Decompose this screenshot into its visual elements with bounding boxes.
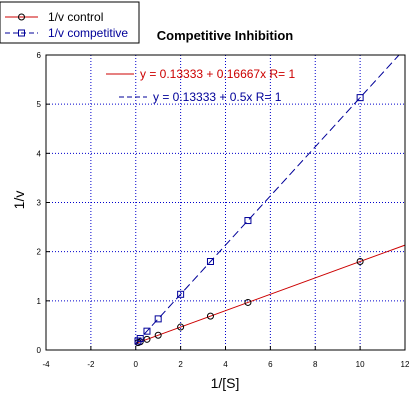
x-tick-label: 0: [134, 360, 139, 369]
equation-control: y = 0.13333 + 0.16667x R= 1: [140, 67, 295, 81]
x-tick-label: -4: [42, 360, 50, 369]
data-point-series-1: [143, 327, 151, 335]
x-tick-label: 2: [178, 360, 183, 369]
equation-annotations: y = 0.13333 + 0.16667x R= 1 y = 0.13333 …: [106, 67, 295, 104]
data-point-series-1: [136, 335, 144, 343]
y-tick-label: 1: [37, 297, 42, 306]
legend-label-control: 1/v control: [48, 10, 103, 24]
data-point-series-1: [356, 94, 364, 102]
data-point-series-0: [154, 331, 162, 339]
data-point-series-1: [244, 217, 252, 225]
legend: 1/v control 1/v competitive: [0, 1, 140, 44]
data-point-series-1: [177, 290, 185, 298]
data-point-series-0: [143, 335, 151, 343]
legend-label-competitive: 1/v competitive: [48, 26, 128, 40]
y-tick-label: 2: [37, 248, 42, 257]
x-tick-labels: -4 -2 0 2 4 6 8 10 12: [42, 360, 410, 369]
x-axis-label: 1/[S]: [211, 375, 240, 391]
data-point-series-1: [134, 337, 142, 345]
data-point-series-0: [206, 312, 214, 320]
data-point-series-0: [177, 323, 185, 331]
x-tick-label: 8: [313, 360, 318, 369]
y-axis-label: 1/v: [11, 191, 27, 210]
y-tick-label: 6: [37, 51, 42, 60]
data-points: [134, 94, 364, 347]
grid: [45, 54, 406, 351]
legend-marker-control: [18, 13, 25, 21]
x-tick-label: 12: [401, 360, 410, 369]
y-tick-labels: 0 1 2 3 4 5 6: [37, 51, 42, 355]
y-tick-label: 0: [37, 346, 42, 355]
chart-title: Competitive Inhibition: [157, 28, 294, 43]
data-point-series-1: [154, 315, 162, 323]
y-tick-label: 4: [37, 149, 42, 158]
data-point-series-0: [244, 298, 252, 306]
data-point-series-1: [206, 258, 214, 265]
y-tick-label: 5: [37, 100, 42, 109]
x-tick-label: 4: [223, 360, 228, 369]
x-tick-label: 10: [356, 360, 365, 369]
equation-competitive: y = 0.13333 + 0.5x R= 1: [153, 90, 282, 104]
x-tick-label: -2: [87, 360, 95, 369]
fit-lines: [135, 54, 406, 344]
fit-line-series-1: [135, 54, 400, 344]
y-tick-label: 3: [37, 199, 42, 208]
data-point-series-0: [356, 258, 364, 265]
legend-marker-competitive: [18, 29, 25, 37]
plot-frame: [45, 54, 406, 351]
x-tick-label: 6: [268, 360, 273, 369]
fit-line-series-0: [135, 244, 406, 344]
